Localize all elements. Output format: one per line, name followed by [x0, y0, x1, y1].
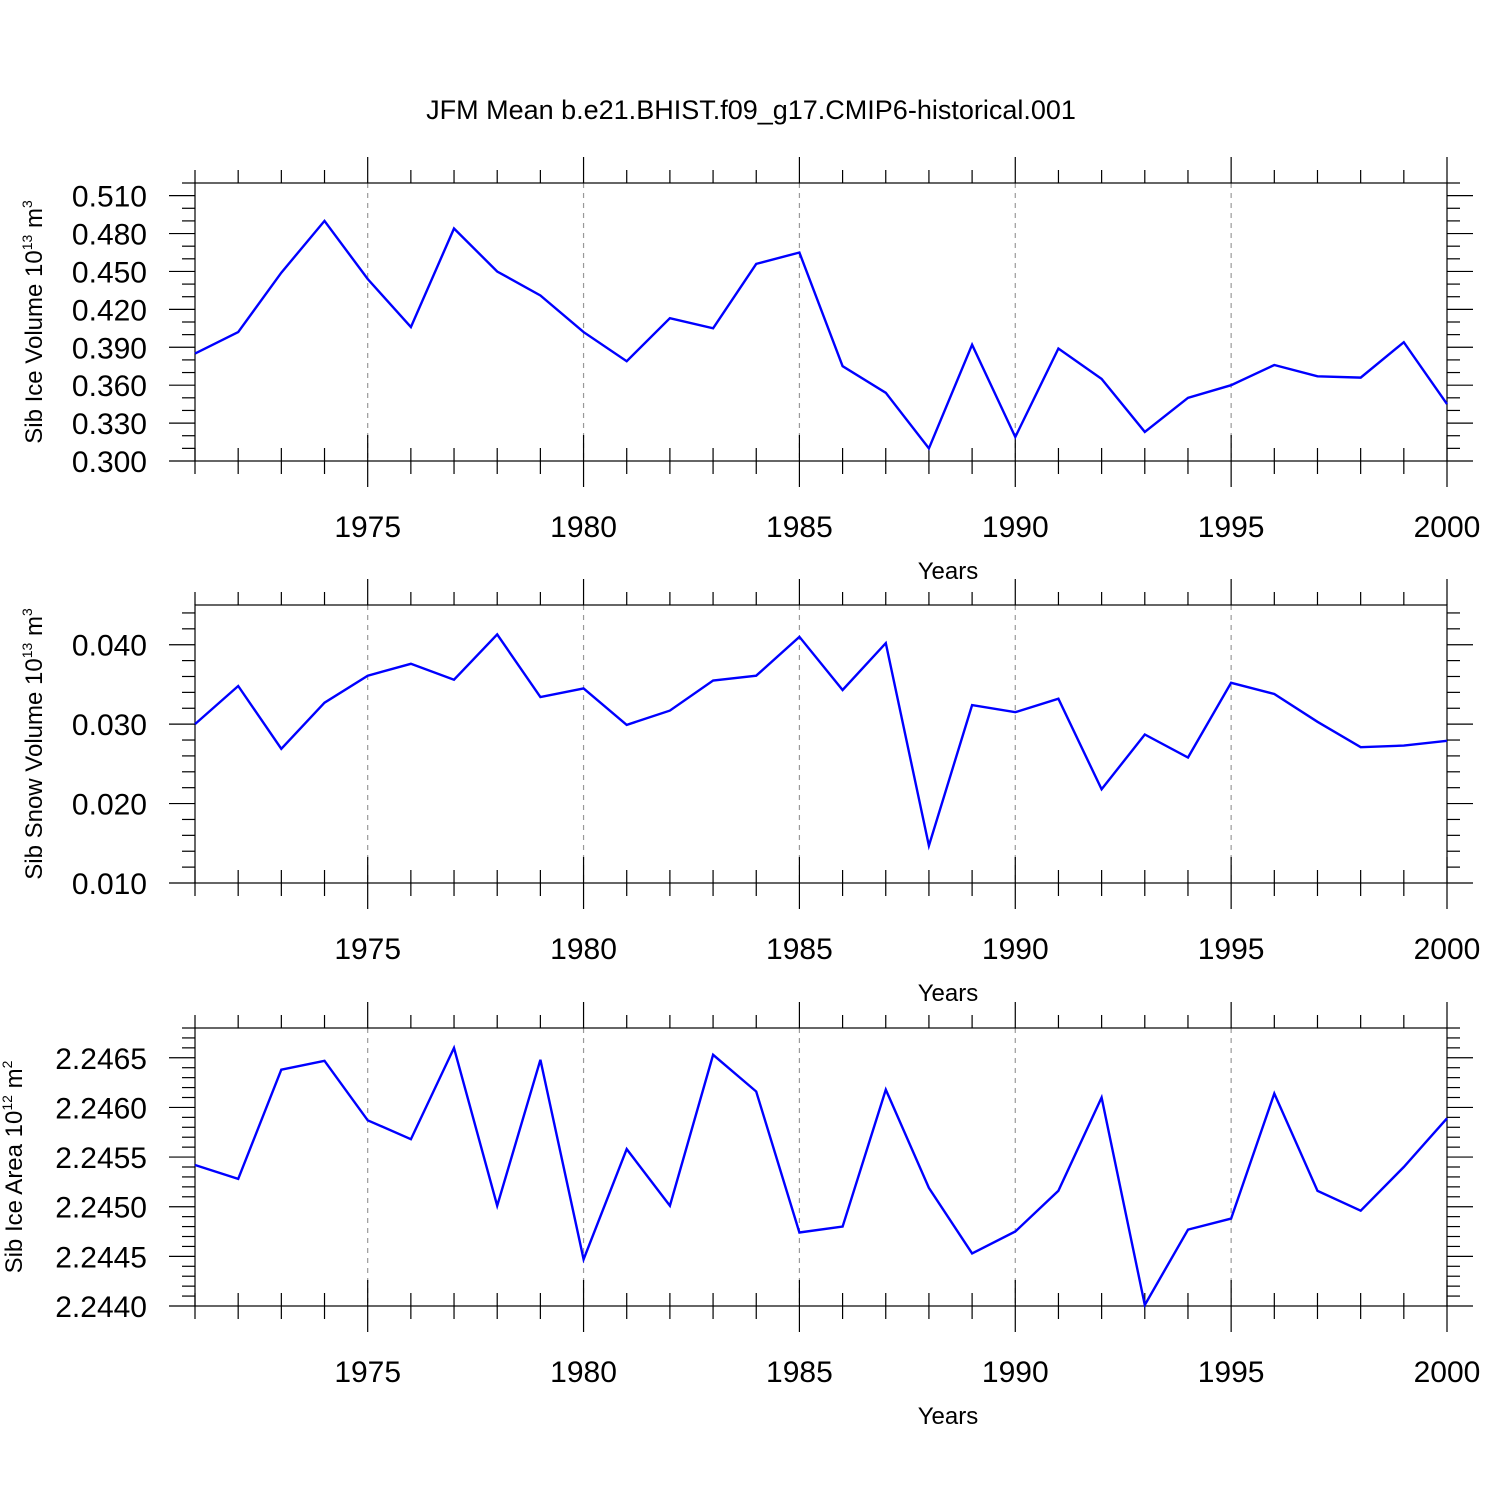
x-tick-label: 1985	[766, 1356, 833, 1389]
y-tick-label: 0.040	[72, 630, 147, 663]
y-axis-title: Sib Ice Volume 1013 m3	[19, 200, 48, 444]
y-axis-title-exponent: 2	[0, 1060, 15, 1068]
y-tick-label: 0.020	[72, 789, 147, 822]
x-tick-label: 1975	[334, 511, 401, 544]
x-tick-label: 1990	[982, 1356, 1049, 1389]
y-tick-label: 0.510	[72, 181, 147, 214]
x-tick-label: 1995	[1198, 933, 1265, 966]
x-tick-label: 1995	[1198, 511, 1265, 544]
panel-2: 1975 1980 1985 1990 1995 2000 Years 0.010 0.020 0…	[19, 579, 1480, 1007]
x-axis-title: Years	[918, 980, 979, 1007]
y-tick-label: 2.2455	[55, 1142, 147, 1175]
series-line	[194, 632, 1448, 851]
y-axis-title-exponent: 12	[0, 1095, 15, 1111]
panel-1: 1975 1980 1985 1990 1995 2000 Years 0.300 0.330 0…	[19, 157, 1480, 585]
y-tick-label: 0.010	[72, 868, 147, 901]
y-axis-title-text: Sib Ice Area 10	[1, 1111, 28, 1274]
x-tick-label: 1975	[334, 933, 401, 966]
x-tick-label: 1995	[1198, 1356, 1265, 1389]
plot-frame	[194, 604, 1448, 884]
x-tick-label: 1985	[766, 933, 833, 966]
x-tick-label: 2000	[1414, 933, 1481, 966]
y-axis-title-text: m	[21, 616, 48, 643]
chart-title: JFM Mean b.e21.BHIST.f09_g17.CMIP6-histo…	[426, 95, 1076, 125]
y-axis-title-text: Sib Snow Volume 10	[21, 658, 48, 879]
x-axis-title: Years	[918, 1403, 979, 1430]
y-tick-label: 0.030	[72, 709, 147, 742]
y-tick-label: 2.2445	[55, 1241, 147, 1274]
y-tick-label: 0.360	[72, 370, 147, 403]
x-tick-label: 1975	[334, 1356, 401, 1389]
y-tick-label: 0.480	[72, 219, 147, 252]
x-tick-label: 1985	[766, 511, 833, 544]
y-tick-label: 0.330	[72, 408, 147, 441]
y-tick-label: 0.420	[72, 294, 147, 327]
x-tick-label: 2000	[1414, 511, 1481, 544]
y-axis-title-text: m	[1, 1068, 28, 1095]
x-tick-label: 1980	[550, 511, 617, 544]
plot-frame	[194, 1027, 1448, 1307]
x-tick-label: 1980	[550, 1356, 617, 1389]
x-tick-label: 1990	[982, 933, 1049, 966]
y-tick-label: 0.300	[72, 446, 147, 479]
y-axis-title-exponent: 3	[19, 200, 35, 208]
y-tick-label: 2.2440	[55, 1291, 147, 1324]
y-axis-title-exponent: 3	[19, 608, 35, 616]
y-axis-title: Sib Snow Volume 1013 m3	[19, 608, 48, 880]
x-tick-label: 1980	[550, 933, 617, 966]
panel-3: 1975 1980 1985 1990 1995 2000 Years 2.2440 2.244…	[0, 1002, 1480, 1430]
x-tick-label: 1990	[982, 511, 1049, 544]
y-axis-title: Sib Ice Area 1012 m2	[0, 1060, 28, 1273]
y-axis-title-exponent: 13	[19, 642, 35, 658]
y-tick-label: 0.390	[72, 332, 147, 365]
y-tick-label: 2.2465	[55, 1043, 147, 1076]
y-axis-title-text: Sib Ice Volume 10	[21, 250, 48, 443]
y-tick-label: 0.450	[72, 256, 147, 289]
series-line	[194, 1044, 1448, 1309]
x-axis-title: Years	[918, 558, 979, 585]
y-tick-label: 2.2460	[55, 1092, 147, 1125]
y-axis-title-text: m	[21, 208, 48, 235]
y-tick-label: 2.2450	[55, 1192, 147, 1225]
plot-frame	[194, 182, 1448, 462]
y-axis-title-exponent: 13	[19, 235, 35, 251]
x-tick-label: 2000	[1414, 1356, 1481, 1389]
series-line	[194, 218, 1448, 451]
